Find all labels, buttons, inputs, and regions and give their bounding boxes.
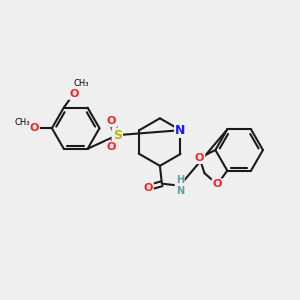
- Text: H
N: H N: [176, 175, 184, 196]
- Text: CH₃: CH₃: [14, 118, 30, 127]
- Text: O: O: [107, 142, 116, 152]
- Text: O: O: [29, 123, 39, 133]
- Text: N: N: [175, 124, 186, 137]
- Text: O: O: [143, 183, 153, 193]
- Text: O: O: [107, 116, 116, 126]
- Text: O: O: [69, 89, 78, 99]
- Text: O: O: [195, 153, 204, 163]
- Text: S: S: [113, 129, 122, 142]
- Text: CH₃: CH₃: [74, 79, 89, 88]
- Text: O: O: [213, 179, 222, 190]
